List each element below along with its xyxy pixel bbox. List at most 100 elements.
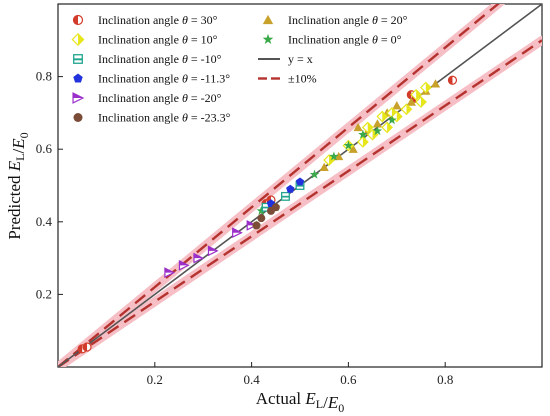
- marker-fill: [348, 144, 358, 153]
- marker-fill: [367, 122, 373, 133]
- data-point-s2-10: [410, 88, 423, 101]
- marker-fill: [343, 140, 354, 150]
- data-point-s3-7: [358, 129, 368, 139]
- data-point-s1-7: [392, 101, 402, 110]
- marker-fill: [78, 33, 84, 46]
- marker-fill: [387, 115, 397, 125]
- legend-label-1: Inclination angle θ = 20°: [288, 13, 408, 27]
- marker-fill: [256, 205, 267, 215]
- data-point-s3-5: [329, 151, 339, 161]
- data-point-s1-1: [334, 151, 344, 161]
- marker-fill: [448, 76, 453, 85]
- legend-marker-0: [72, 14, 84, 26]
- data-point-s5-1: [286, 184, 295, 193]
- legend-label-4: Inclination angle θ = -10°: [98, 52, 222, 66]
- reference-lines: [58, 4, 542, 367]
- data-point-s2-2: [357, 136, 369, 148]
- data-point-s1-0: [319, 162, 329, 172]
- legend-marker-2: [71, 33, 85, 46]
- y-tick-label-2: 0.6: [36, 141, 53, 156]
- y-axis-title: Predicted EL/E0: [5, 132, 31, 239]
- legend-label-identity: y = x: [288, 52, 313, 66]
- x-tick-label-1: 0.4: [243, 372, 260, 387]
- data-point-s1-8: [406, 97, 416, 106]
- data-point-s0-1: [82, 342, 92, 352]
- marker-fill: [329, 151, 339, 161]
- data-point-s1-10: [430, 79, 441, 88]
- marker-fill: [319, 162, 329, 172]
- legend-label-6: Inclination angle θ = -11.3°: [98, 72, 230, 86]
- marker-fill: [396, 111, 402, 122]
- marker-fill: [286, 184, 295, 193]
- data-point-s2-11: [415, 96, 427, 108]
- marker-fill: [73, 58, 83, 61]
- marker-fill: [406, 104, 412, 115]
- marker-fill: [334, 151, 344, 161]
- marker-fill: [406, 97, 416, 106]
- legend-label-2: Inclination angle θ = 10°: [98, 33, 218, 47]
- legend-label-tolerance: ±10%: [288, 72, 317, 86]
- data-point-s2-12: [419, 81, 432, 94]
- legend-label-3: Inclination angle θ = 0°: [288, 33, 402, 47]
- marker-fill: [382, 111, 388, 122]
- marker-fill: [262, 14, 274, 25]
- legend-label-0: Inclination angle θ = 30°: [98, 13, 218, 27]
- data-point-s4-1: [281, 191, 290, 201]
- data-point-s1-2: [348, 144, 358, 153]
- x-tick-label-0: 0.2: [147, 372, 163, 387]
- tolerance-line-0: [58, 4, 500, 367]
- marker-fill: [281, 195, 290, 198]
- marker-fill: [416, 89, 422, 100]
- marker-fill: [425, 82, 431, 93]
- y-tick-label-0: 0.2: [36, 286, 52, 301]
- data-point-s7-1: [257, 214, 266, 223]
- data-point-s0-6: [447, 75, 458, 85]
- marker-fill: [372, 119, 383, 128]
- marker-fill: [252, 221, 261, 230]
- legend-marker-3: [262, 33, 274, 45]
- data-point-s6-3: [207, 245, 219, 257]
- x-tick-label-3: 0.8: [437, 372, 453, 387]
- marker-fill: [392, 101, 402, 110]
- marker-fill: [73, 73, 83, 83]
- data-point-s6-2: [193, 252, 205, 264]
- marker-fill: [358, 129, 368, 139]
- marker-fill: [73, 113, 83, 122]
- data-point-s1-3: [353, 122, 363, 132]
- legend: Inclination angle θ = 30° Inclination ang…: [71, 13, 408, 125]
- marker-fill: [421, 97, 426, 108]
- legend-marker-9: [73, 113, 83, 122]
- marker-fill: [372, 126, 383, 136]
- legend-marker-4: [73, 54, 83, 64]
- data-point-s7-3: [271, 203, 280, 212]
- legend-marker-8: [72, 92, 85, 104]
- data-point-s3-9: [387, 115, 397, 125]
- data-point-s7-0: [252, 221, 261, 230]
- marker-fill: [257, 214, 266, 223]
- y-tick-label-3: 0.8: [36, 69, 52, 84]
- marker-fill: [271, 203, 280, 212]
- tolerance-line-1: [58, 39, 542, 367]
- data-point-s3-4: [309, 169, 320, 179]
- marker-fill: [407, 90, 412, 99]
- data-point-s3-6: [343, 140, 354, 150]
- marker-fill: [309, 169, 320, 179]
- marker-fill: [262, 206, 270, 209]
- data-point-s6-1: [178, 259, 190, 271]
- marker-fill: [78, 344, 83, 353]
- data-point-s6-4: [232, 227, 243, 239]
- marker-fill: [362, 136, 368, 147]
- data-point-s2-5: [376, 110, 389, 123]
- marker-fill: [387, 122, 393, 133]
- legend-label-8: Inclination angle θ = -20°: [98, 91, 222, 105]
- data-point-s3-8: [372, 126, 383, 136]
- y-tick-label-1: 0.4: [36, 214, 53, 229]
- data-points: [77, 75, 458, 354]
- marker-fill: [73, 15, 78, 25]
- legend-marker-6: [73, 73, 83, 83]
- marker-fill: [430, 79, 441, 88]
- data-point-s6-0: [164, 267, 176, 278]
- marker-fill: [353, 122, 363, 132]
- marker-fill: [262, 33, 274, 45]
